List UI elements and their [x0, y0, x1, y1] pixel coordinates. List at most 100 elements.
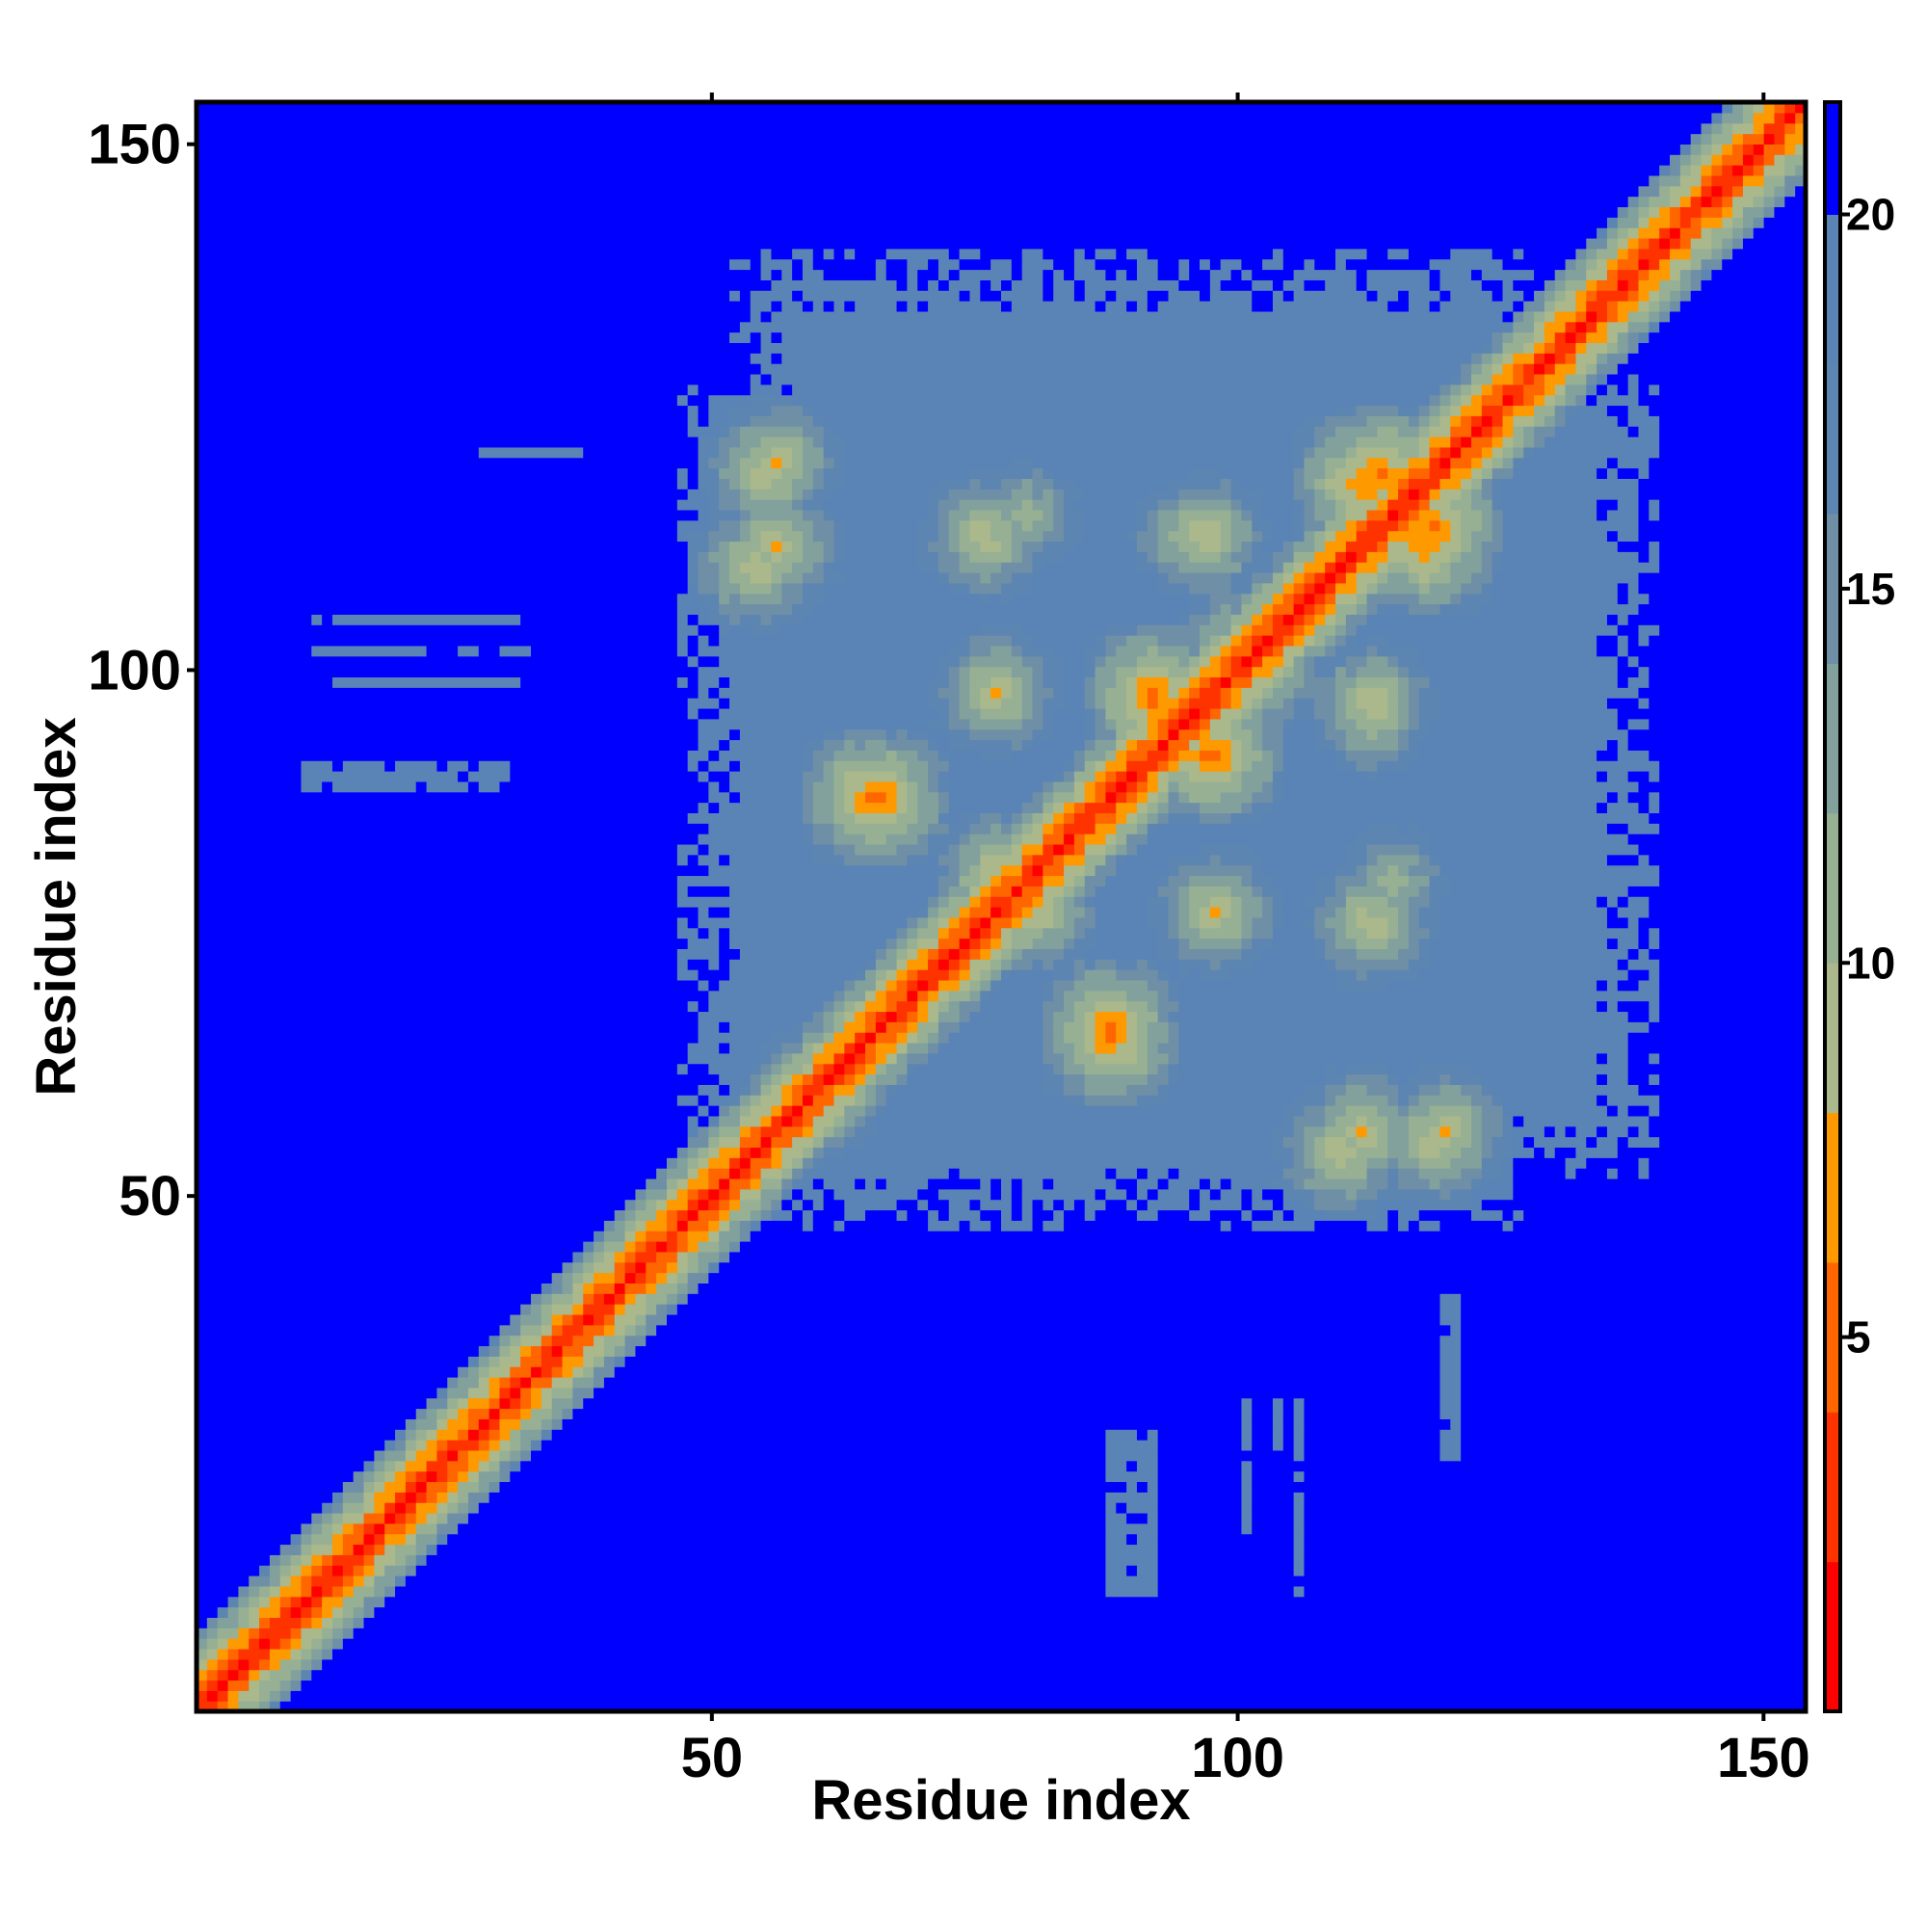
- heatmap-cell: [1272, 519, 1295, 532]
- heatmap-cell: [750, 1105, 773, 1117]
- heatmap-cell: [1565, 321, 1577, 333]
- heatmap-cell: [708, 541, 720, 552]
- heatmap-cell: [510, 760, 689, 772]
- heatmap-cell: [436, 760, 448, 772]
- heatmap-cell: [1439, 1073, 1451, 1085]
- heatmap-cell: [1649, 331, 1807, 344]
- heatmap-cell: [1461, 405, 1483, 416]
- heatmap-cell: [426, 1397, 448, 1410]
- heatmap-cell: [1001, 562, 1034, 573]
- heatmap-cell: [197, 363, 762, 375]
- heatmap-cell: [1597, 499, 1619, 511]
- heatmap-cell: [980, 541, 1002, 552]
- heatmap-cell: [1241, 948, 1263, 960]
- heatmap-cell: [227, 1680, 250, 1691]
- heatmap-cell: [197, 1680, 208, 1691]
- heatmap-cell: [499, 1449, 511, 1462]
- heatmap-cell: [1565, 353, 1577, 364]
- heatmap-cell: [1502, 394, 1514, 407]
- heatmap-cell: [1502, 279, 1514, 291]
- heatmap-cell: [1356, 676, 1399, 688]
- heatmap-cell: [676, 1231, 689, 1242]
- heatmap-cell: [865, 1136, 1274, 1149]
- heatmap-cell: [990, 948, 1002, 960]
- heatmap-cell: [1387, 707, 1399, 720]
- heatmap-cell: [1220, 279, 1253, 291]
- heatmap-cell: [708, 1105, 720, 1117]
- heatmap-cell: [771, 1147, 782, 1158]
- heatmap-cell: [1732, 133, 1744, 145]
- heatmap-cell: [990, 519, 1013, 532]
- heatmap-cell: [1241, 750, 1263, 761]
- heatmap-cell: [907, 959, 929, 970]
- heatmap-cell: [1147, 791, 1159, 804]
- heatmap-cell: [917, 750, 939, 761]
- heatmap-cell: [1418, 907, 1441, 918]
- heatmap-cell: [342, 1638, 1807, 1650]
- heatmap-cell: [771, 541, 782, 552]
- heatmap-cell: [739, 1125, 752, 1138]
- heatmap-cell: [1053, 781, 1075, 793]
- heatmap-cell: [812, 1011, 825, 1022]
- heatmap-cell: [311, 1596, 323, 1608]
- heatmap-cell: [1252, 864, 1263, 877]
- heatmap-cell: [959, 1021, 1043, 1033]
- heatmap-cell: [771, 478, 793, 490]
- heatmap-cell: [1627, 896, 1650, 908]
- heatmap-cell: [1597, 248, 1619, 260]
- heatmap-cell: [959, 519, 971, 532]
- heatmap-cell: [1001, 1209, 1013, 1221]
- heatmap-cell: [1241, 698, 1253, 709]
- heatmap-cell: [750, 624, 782, 636]
- heatmap-cell: [719, 467, 741, 479]
- heatmap-cell: [1408, 927, 1431, 940]
- heatmap-cell: [1356, 635, 1368, 647]
- heatmap-cell: [499, 1345, 511, 1357]
- heatmap-cell: [1377, 1136, 1388, 1149]
- heatmap-cell: [458, 771, 469, 782]
- heatmap-cell: [1377, 1105, 1399, 1117]
- heatmap-cell: [823, 467, 845, 479]
- heatmap-cell: [1293, 582, 1306, 595]
- heatmap-cell: [1157, 1481, 1243, 1493]
- heatmap-cell: [1398, 1073, 1410, 1085]
- heatmap-cell: [1345, 478, 1399, 490]
- heatmap-cell: [458, 1481, 480, 1493]
- heatmap-cell: [1272, 666, 1284, 678]
- heatmap-cell: [1043, 812, 1054, 824]
- heatmap-cell: [1366, 1168, 1388, 1179]
- heatmap-cell: [917, 948, 929, 960]
- heatmap-cell: [1209, 635, 1222, 647]
- heatmap-cell: [1126, 1032, 1138, 1044]
- heatmap-cell: [928, 687, 939, 699]
- heatmap-cell: [676, 1095, 700, 1106]
- heatmap-cell: [1314, 1168, 1326, 1179]
- heatmap-cell: [1293, 687, 1336, 699]
- heatmap-cell: [384, 1502, 396, 1514]
- heatmap-cell: [739, 1105, 752, 1117]
- heatmap-cell: [1073, 927, 1086, 940]
- heatmap-cell: [1325, 279, 1358, 291]
- heatmap-cell: [833, 1188, 918, 1201]
- heatmap-cell: [792, 603, 814, 615]
- heatmap-cell: [969, 655, 1023, 668]
- heatmap-cell: [1011, 750, 1075, 761]
- heatmap-cell: [1335, 927, 1347, 940]
- heatmap-cell: [802, 541, 825, 552]
- heatmap-cell: [1617, 310, 1629, 323]
- heatmap-cell: [1470, 467, 1483, 479]
- heatmap-cell: [719, 739, 730, 751]
- heatmap-cell: [781, 1084, 793, 1096]
- heatmap-cell: [197, 582, 689, 595]
- heatmap-cell: [990, 1220, 1002, 1231]
- heatmap-cell: [750, 353, 773, 364]
- heatmap-cell: [823, 760, 835, 772]
- heatmap-cell: [1272, 687, 1295, 699]
- heatmap-cell: [969, 478, 981, 490]
- heatmap-cell: [1617, 342, 1629, 354]
- heatmap-cell: [917, 1011, 929, 1022]
- heatmap-cell: [1011, 676, 1023, 688]
- heatmap-cell: [896, 959, 908, 970]
- heatmap-cell: [1053, 771, 1065, 782]
- heatmap-cell: [792, 1115, 804, 1127]
